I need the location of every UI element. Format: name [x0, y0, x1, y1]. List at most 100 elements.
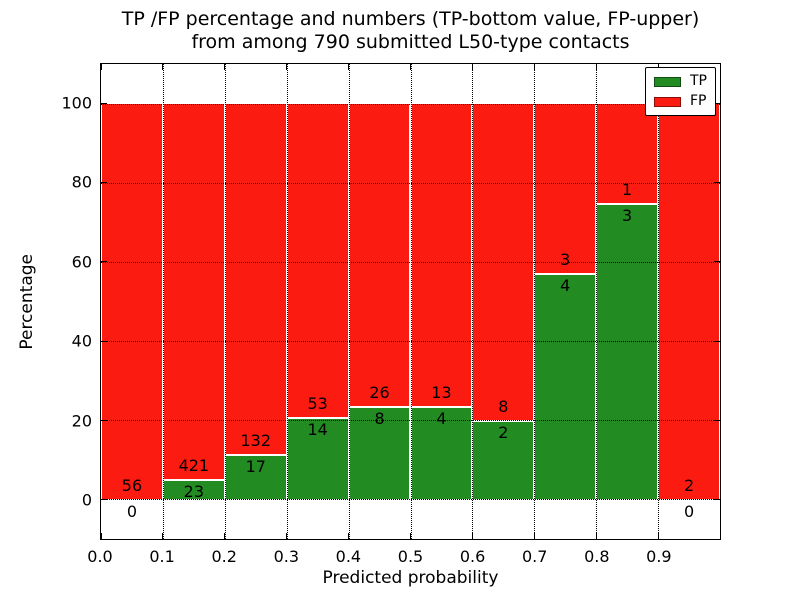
bar-tp-segment [348, 406, 411, 500]
legend-item: FP [654, 94, 707, 109]
bar-fp-count-label: 3 [560, 250, 571, 270]
x-tick-bottom [471, 533, 473, 539]
y-tick-label: 80 [71, 172, 92, 192]
x-tick-top [471, 64, 473, 70]
x-tick-label: 0.7 [521, 547, 548, 566]
bar-tp-segment [224, 454, 287, 500]
legend: TP FP [645, 67, 716, 116]
bar-fp-segment [534, 103, 597, 274]
x-axis-label: Predicted probability [322, 568, 499, 588]
y-tick-label: 40 [71, 331, 92, 351]
x-tick-top [162, 64, 164, 70]
x-gridline [534, 64, 536, 539]
x-tick-top [533, 64, 535, 70]
bar-tp-count-label: 8 [374, 409, 385, 429]
x-tick-top [286, 64, 288, 70]
y-tick-right [714, 419, 720, 421]
y-tick-left [101, 103, 107, 105]
x-tick-top [348, 64, 350, 70]
x-gridline [596, 64, 598, 539]
x-gridline [658, 64, 660, 539]
x-tick-label: 0.8 [584, 547, 610, 566]
x-tick-label: 0.0 [87, 547, 113, 566]
y-tick-label: 20 [71, 411, 92, 431]
x-gridline [286, 64, 288, 539]
y-tick-label: 0 [81, 490, 92, 510]
y-tick-right [714, 340, 720, 342]
x-tick-label: 0.3 [273, 547, 300, 566]
y-tick-label: 60 [71, 252, 92, 272]
x-tick-top [595, 64, 597, 70]
bar-fp-segment [410, 103, 473, 407]
bar-tp-segment [534, 273, 597, 500]
y-axis-tick-labels: 0 20 40 60 80 100 [0, 63, 92, 540]
bar-tp-count-label: 14 [307, 419, 328, 439]
bar-tp-count-label: 0 [683, 502, 695, 522]
bar-fp-segment [286, 103, 349, 417]
x-tick-bottom [657, 533, 659, 539]
legend-label: FP [690, 93, 707, 109]
legend-label: TP [690, 73, 707, 89]
x-tick-bottom [162, 533, 164, 539]
bar-fp-count-label: 53 [307, 393, 328, 413]
y-tick-left [101, 340, 107, 342]
bar-tp-count-label: 4 [436, 409, 447, 429]
y-tick-label: 100 [61, 93, 92, 113]
bar-fp-segment [348, 103, 411, 407]
bar-tp-count-label: 17 [245, 457, 266, 477]
x-axis-tick-labels: 0.0 0.1 0.2 0.3 0.4 0.5 0.6 0.7 0.8 0.9 [87, 547, 721, 567]
bar-fp-count-label: 1 [622, 179, 633, 199]
x-gridline [410, 64, 412, 539]
x-tick-bottom [348, 533, 350, 539]
x-tick-bottom [224, 533, 226, 539]
bar-fp-segment [658, 103, 720, 500]
bar-tp-count-label: 3 [622, 205, 633, 225]
chart-title-line1: TP /FP percentage and numbers (TP-bottom… [121, 8, 700, 30]
x-gridline [348, 64, 350, 539]
x-gridline [472, 64, 474, 539]
bar-fp-count-label: 13 [431, 383, 452, 403]
x-tick-label: 0.4 [335, 547, 362, 566]
legend-item: TP [654, 74, 707, 89]
bar-tp-count-label: 4 [560, 276, 571, 296]
bar-tp-segment [596, 202, 659, 500]
y-tick-left [101, 182, 107, 184]
x-tick-label: 0.2 [211, 547, 237, 566]
x-tick-label: 0.9 [646, 547, 672, 566]
x-tick-top [100, 64, 102, 70]
x-tick-top [410, 64, 411, 70]
bar-fp-segment [101, 103, 163, 500]
x-tick-bottom [286, 533, 288, 539]
x-tick-top [224, 64, 226, 70]
y-tick-left [101, 419, 107, 421]
y-tick-right [714, 182, 720, 184]
bar-fp-count-label: 8 [498, 397, 509, 417]
y-tick-right [714, 103, 720, 105]
bar-fp-count-label: 132 [240, 431, 272, 451]
bar-fp-segment [224, 103, 287, 455]
x-gridline [224, 64, 226, 539]
bar-tp-count-label: 0 [126, 502, 138, 522]
bar-fp-count-label: 421 [178, 455, 210, 475]
x-tick-bottom [410, 533, 411, 539]
legend-swatch-fp [654, 96, 681, 107]
bar-fp-count-label: 26 [369, 383, 390, 403]
bar-fp-count-label: 56 [121, 476, 143, 496]
x-tick-label: 0.1 [149, 547, 175, 566]
legend-swatch-tp [654, 76, 681, 87]
bar-tp-count-label: 23 [183, 481, 205, 501]
y-tick-right [714, 498, 720, 500]
x-tick-label: 0.5 [397, 547, 424, 566]
chart-title: TP /FP percentage and numbers (TP-bottom… [100, 8, 721, 54]
bar-fp-segment [162, 103, 225, 479]
x-tick-label: 0.6 [459, 547, 486, 566]
bar-tp-segment [410, 406, 473, 500]
bar-tp-segment [286, 416, 349, 500]
y-tick-left [101, 498, 107, 500]
bar-fp-count-label: 2 [683, 476, 695, 496]
x-tick-bottom [100, 533, 102, 539]
y-tick-left [101, 261, 107, 263]
x-tick-bottom [595, 533, 597, 539]
bar-tp-count-label: 2 [498, 423, 509, 443]
